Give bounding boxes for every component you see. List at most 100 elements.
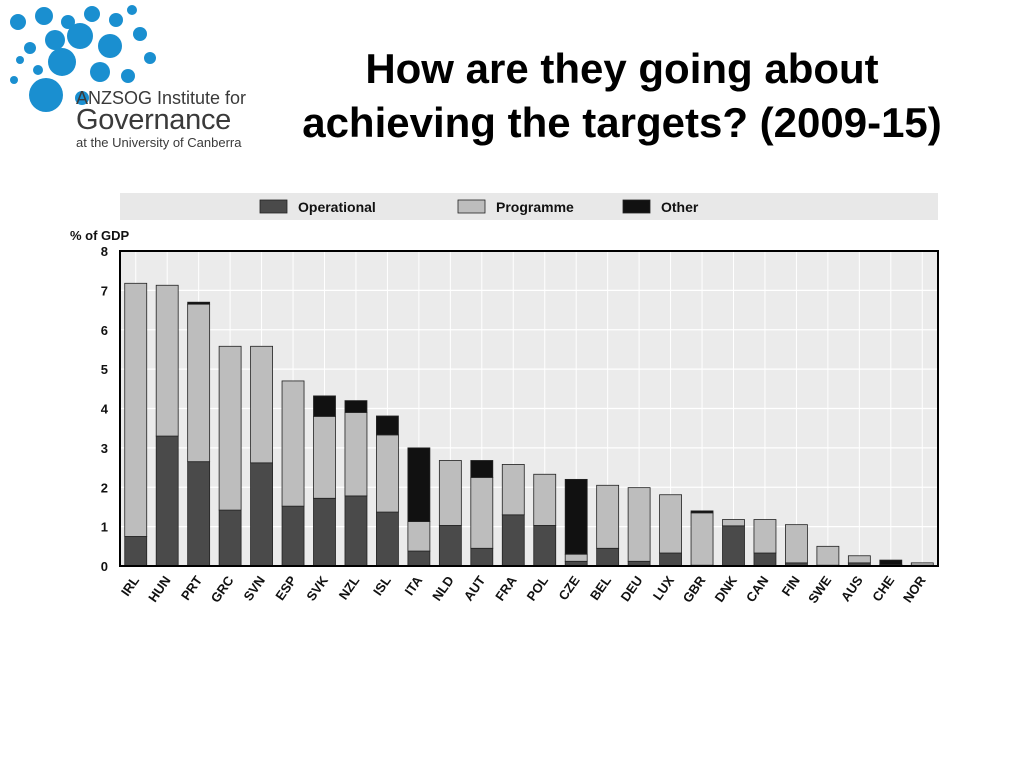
bar-programme-lux xyxy=(659,494,682,554)
bar-operational-aut xyxy=(470,547,494,567)
logo-dot xyxy=(33,65,43,75)
logo-dot xyxy=(61,15,75,29)
y-tick-label: 5 xyxy=(101,362,108,377)
bar-operational-nzl xyxy=(344,495,368,567)
bar-operational-lux xyxy=(659,552,682,567)
bar-programme-esp xyxy=(281,380,305,507)
legend-swatch-other xyxy=(622,199,651,214)
y-tick-label: 1 xyxy=(101,520,108,535)
logo-dots-icon xyxy=(10,5,156,112)
legend-label-other: Other xyxy=(661,199,699,215)
bar-programme-deu xyxy=(627,487,651,562)
x-tick-label: GBR xyxy=(680,573,709,606)
legend-label-operational: Operational xyxy=(298,199,376,215)
bar-programme-gbr xyxy=(690,512,714,566)
x-tick-label: DEU xyxy=(618,573,646,604)
bar-operational-bel xyxy=(596,547,620,567)
bar-programme-swe xyxy=(816,545,840,566)
x-tick-label: ISL xyxy=(370,573,394,598)
x-tick-label: GRC xyxy=(208,573,237,606)
bar-other-svk xyxy=(313,395,336,417)
bar-programme-irl xyxy=(124,282,148,537)
x-tick-label: NZL xyxy=(336,573,363,602)
x-tick-label: CZE xyxy=(555,573,582,603)
logo-dot xyxy=(67,23,93,49)
logo-text-line3: at the University of Canberra xyxy=(76,135,242,150)
x-tick-label: DNK xyxy=(712,573,741,605)
y-tick-label: 4 xyxy=(101,402,109,417)
legend-background xyxy=(120,193,938,220)
x-tick-label: ESP xyxy=(272,573,299,603)
bar-operational-can xyxy=(753,552,777,567)
x-tick-label: BEL xyxy=(587,573,614,603)
logo-dot xyxy=(48,48,76,76)
legend-swatch-operational xyxy=(259,199,288,214)
bar-programme-aut xyxy=(470,477,494,549)
y-tick-label: 8 xyxy=(101,244,108,259)
x-tick-label: NLD xyxy=(429,573,457,603)
bar-operational-svn xyxy=(250,462,273,567)
x-tick-label: NOR xyxy=(900,573,929,606)
x-tick-label: SVN xyxy=(240,573,268,604)
logo-dot xyxy=(16,56,24,64)
y-tick-label: 2 xyxy=(101,480,108,495)
x-tick-label: AUS xyxy=(838,573,866,604)
slide-title-line1: How are they going about xyxy=(365,45,879,92)
bar-other-nzl xyxy=(344,400,368,413)
bar-programme-dnk xyxy=(722,519,745,527)
x-tick-label: SWE xyxy=(805,573,834,606)
logo-dot xyxy=(98,34,122,58)
logo-dot xyxy=(127,5,137,15)
legend-swatch-programme xyxy=(457,199,486,214)
bar-operational-pol xyxy=(533,525,557,567)
logo-dot xyxy=(29,78,63,112)
legend-label-programme: Programme xyxy=(496,199,574,215)
bar-programme-nld xyxy=(438,460,462,526)
logo-dot xyxy=(10,76,18,84)
bar-other-ita xyxy=(407,447,431,522)
bar-programme-nzl xyxy=(344,412,368,497)
x-tick-label: CAN xyxy=(743,573,771,605)
x-tick-label: PRT xyxy=(178,573,205,603)
plot-frame xyxy=(119,250,939,567)
y-tick-label: 3 xyxy=(101,441,108,456)
bar-programme-cze xyxy=(564,553,588,562)
logo-dot xyxy=(75,91,89,105)
bar-programme-grc xyxy=(218,345,242,511)
logo-dot xyxy=(109,13,123,27)
x-tick-label: POL xyxy=(524,573,552,604)
x-tick-label: FRA xyxy=(492,573,520,604)
y-tick-label: 0 xyxy=(101,559,108,574)
bar-programme-svn xyxy=(250,345,273,464)
bar-programme-aus xyxy=(847,555,871,564)
bar-programme-prt xyxy=(187,303,211,463)
logo-dot xyxy=(133,27,147,41)
y-tick-label: 7 xyxy=(101,283,108,298)
x-tick-label: HUN xyxy=(145,573,173,605)
x-tick-label: ITA xyxy=(402,573,426,598)
bar-programme-nor xyxy=(910,562,934,566)
anzsog-logo: ANZSOG Institute for Governance at the U… xyxy=(0,0,260,160)
bar-other-che xyxy=(879,559,903,565)
y-axis-label: % of GDP xyxy=(70,228,130,243)
bar-operational-grc xyxy=(218,509,242,567)
bar-other-gbr xyxy=(690,510,714,514)
x-tick-label: CHE xyxy=(869,573,897,604)
bar-operational-esp xyxy=(281,505,305,567)
bar-operational-prt xyxy=(187,461,211,567)
logo-dot xyxy=(121,69,135,83)
bar-programme-bel xyxy=(596,484,620,549)
bar-programme-isl xyxy=(376,434,399,513)
slide-title-line2: achieving the targets? (2009-15) xyxy=(302,99,942,146)
logo-text-line2: Governance xyxy=(76,104,231,136)
x-tick-label: AUT xyxy=(461,573,489,604)
logo-dot xyxy=(144,52,156,64)
bar-operational-isl xyxy=(376,511,399,567)
bar-programme-fin xyxy=(785,524,808,564)
logo-dot xyxy=(35,7,53,25)
bar-other-cze xyxy=(564,478,588,555)
bar-operational-svk xyxy=(313,497,336,567)
bar-operational-dnk xyxy=(722,525,745,567)
bar-programme-svk xyxy=(313,415,336,499)
